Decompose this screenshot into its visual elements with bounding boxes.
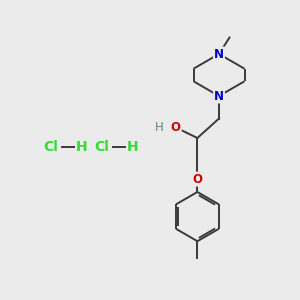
Text: Cl: Cl [44,140,59,154]
Text: H: H [76,140,87,154]
Text: O: O [171,121,181,134]
Text: H: H [155,121,164,134]
Text: Cl: Cl [94,140,110,154]
Text: N: N [214,89,224,103]
Text: H: H [127,140,138,154]
Text: N: N [214,47,224,61]
Text: O: O [192,172,203,186]
